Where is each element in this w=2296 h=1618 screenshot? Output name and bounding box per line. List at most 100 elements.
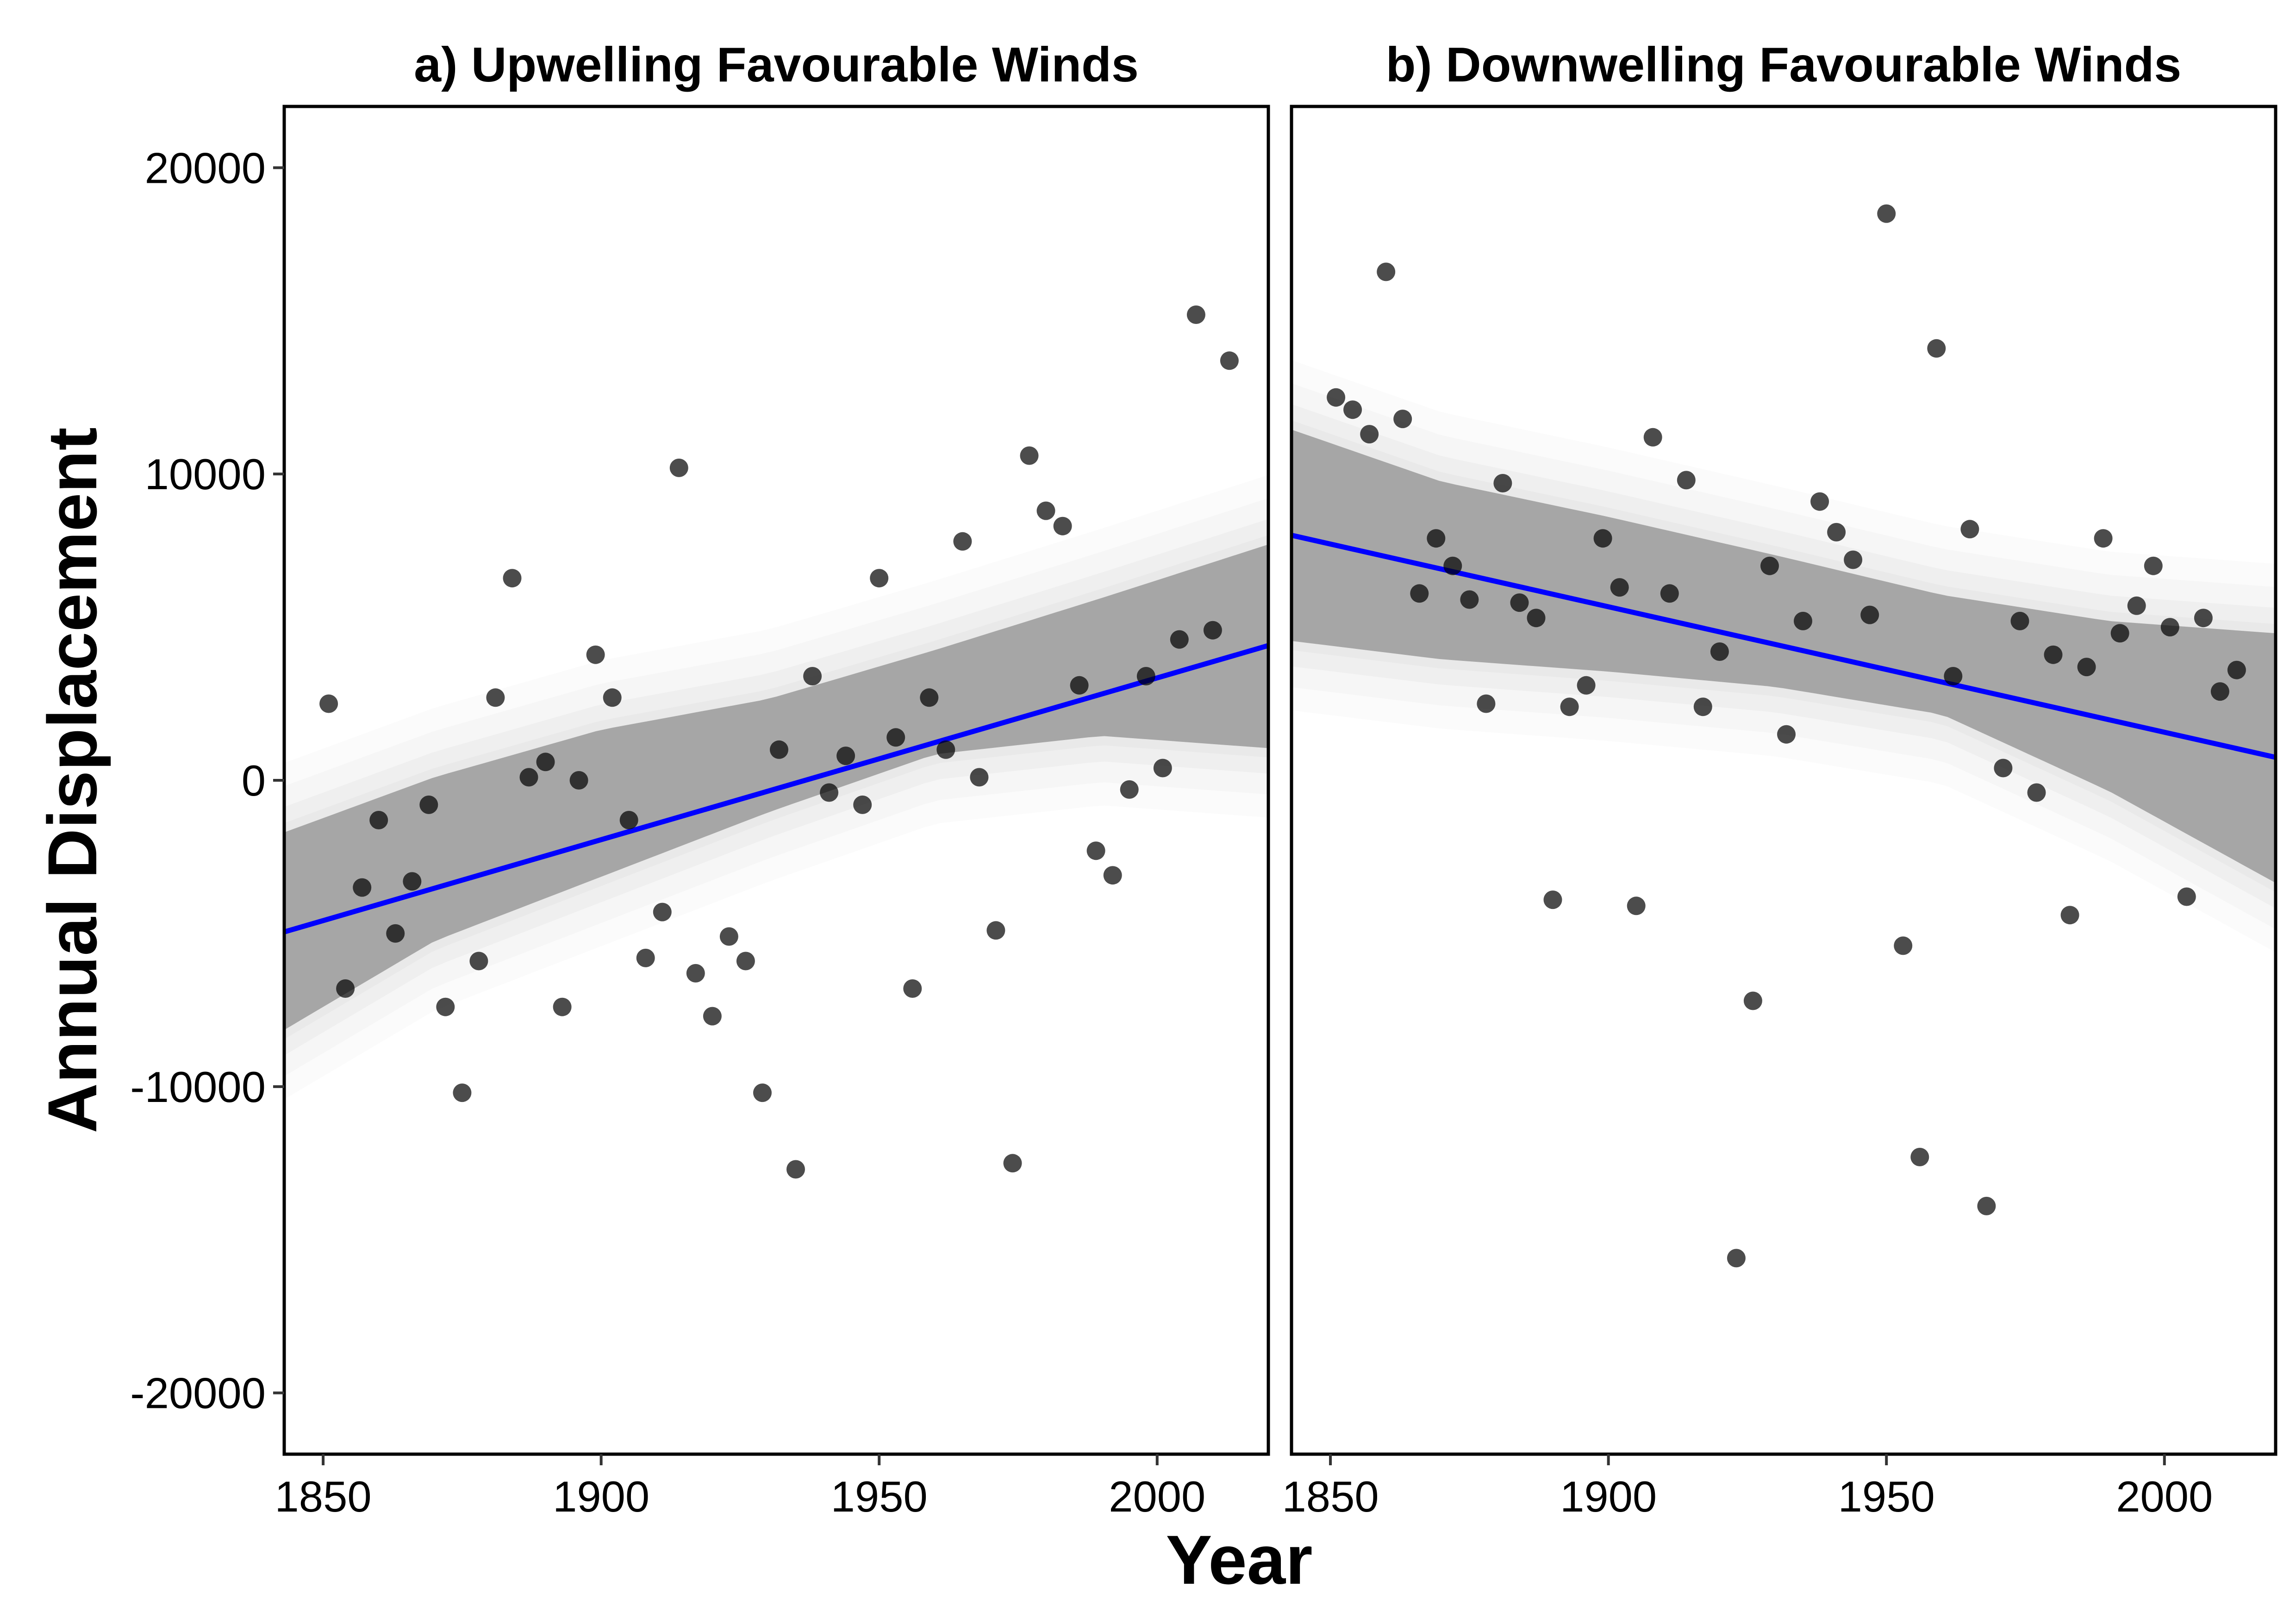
y-tick-label: 0	[242, 756, 266, 805]
data-point	[2060, 906, 2079, 925]
data-point	[1410, 584, 1429, 603]
data-point	[1477, 694, 1496, 713]
data-point	[353, 878, 372, 897]
panel-b-plot-area	[1292, 204, 2276, 1268]
x-tick-label: 1850	[275, 1472, 372, 1521]
data-point	[536, 753, 555, 772]
data-point	[1944, 667, 1963, 685]
data-point	[1677, 471, 1696, 490]
data-point	[853, 795, 872, 814]
data-point	[2144, 556, 2163, 575]
data-point	[436, 997, 455, 1016]
data-point	[1910, 1148, 1929, 1166]
data-point	[1693, 697, 1712, 716]
data-point	[636, 948, 655, 967]
data-point	[2160, 618, 2179, 637]
data-point	[803, 667, 822, 685]
data-point	[1760, 556, 1779, 575]
panel-b-points	[1327, 204, 2246, 1268]
data-point	[703, 1007, 722, 1026]
panel-a-points	[319, 305, 1239, 1179]
panel-b-title: b) Downwelling Favourable Winds	[1386, 37, 2182, 92]
data-point	[1743, 991, 1762, 1010]
data-point	[1510, 593, 1529, 612]
data-point	[1493, 474, 1512, 492]
data-point	[1894, 936, 1913, 955]
data-point	[686, 964, 705, 983]
data-point	[1560, 697, 1579, 716]
data-point	[519, 768, 538, 787]
data-point	[469, 952, 488, 971]
x-tick-label: 2000	[2116, 1472, 2213, 1521]
data-point	[1327, 388, 1346, 407]
x-tick-label: 1850	[1282, 1472, 1379, 1521]
data-point	[419, 795, 438, 814]
data-point	[2127, 596, 2146, 615]
x-tick-label: 1900	[553, 1472, 649, 1521]
data-point	[2194, 609, 2213, 628]
data-point	[1794, 611, 1812, 630]
data-point	[903, 979, 922, 998]
data-point	[1527, 609, 1546, 628]
data-point	[619, 811, 638, 829]
y-axis-title: Annual Displacement	[33, 427, 111, 1133]
data-point	[1086, 841, 1105, 860]
x-tick-label: 2000	[1109, 1472, 1205, 1521]
y-tick-label: -20000	[130, 1369, 266, 1418]
data-point	[1036, 501, 1055, 520]
data-point	[1343, 400, 1362, 419]
data-point	[1070, 676, 1089, 695]
panel-a: a) Upwelling Favourable Winds	[282, 37, 1270, 1456]
panel-a-fit-line	[284, 643, 1268, 934]
data-point	[553, 997, 572, 1016]
data-point	[1153, 759, 1172, 778]
data-point	[486, 688, 505, 707]
data-point	[1053, 517, 1072, 535]
data-point	[336, 979, 355, 998]
data-point	[586, 645, 605, 664]
data-point	[736, 952, 755, 971]
x-tick-label: 1900	[1560, 1472, 1657, 1521]
data-point	[1877, 204, 1896, 223]
data-point	[503, 569, 522, 588]
data-point	[920, 688, 939, 707]
panel-a-plot-area	[284, 305, 1268, 1179]
data-point	[1186, 305, 1205, 324]
x-tick-label: 1950	[831, 1472, 928, 1521]
data-point	[2210, 682, 2229, 701]
y-tick-label: 20000	[145, 143, 266, 192]
data-point	[936, 740, 955, 759]
data-point	[1827, 523, 1846, 541]
data-point	[1170, 630, 1189, 649]
data-point	[870, 569, 889, 588]
y-tick-label: -10000	[130, 1063, 266, 1111]
data-point	[1777, 725, 1796, 744]
data-point	[1610, 578, 1629, 597]
panel-b-x-axis: 1850 1900 1950 2000	[1282, 1454, 2213, 1521]
data-point	[669, 458, 688, 477]
panel-a-title: a) Upwelling Favourable Winds	[414, 37, 1139, 92]
data-point	[986, 921, 1005, 940]
data-point	[886, 728, 905, 747]
data-point	[770, 740, 788, 759]
data-point	[2027, 783, 2046, 802]
data-point	[1593, 529, 1612, 548]
data-point	[1860, 605, 1879, 624]
data-point	[1377, 262, 1396, 281]
x-tick-label: 1950	[1838, 1472, 1935, 1521]
data-point	[2077, 658, 2096, 677]
data-point	[1927, 339, 1946, 358]
data-point	[603, 688, 622, 707]
data-point	[403, 872, 422, 891]
data-point	[1427, 529, 1446, 548]
data-point	[2044, 645, 2063, 664]
data-point	[2110, 624, 2129, 643]
data-point	[1543, 890, 1562, 909]
data-point	[1103, 866, 1122, 885]
data-point	[2010, 611, 2029, 630]
panel-a-x-axis: 1850 1900 1950 2000	[275, 1454, 1205, 1521]
data-point	[719, 927, 738, 946]
data-point	[386, 924, 405, 943]
data-point	[453, 1083, 472, 1102]
